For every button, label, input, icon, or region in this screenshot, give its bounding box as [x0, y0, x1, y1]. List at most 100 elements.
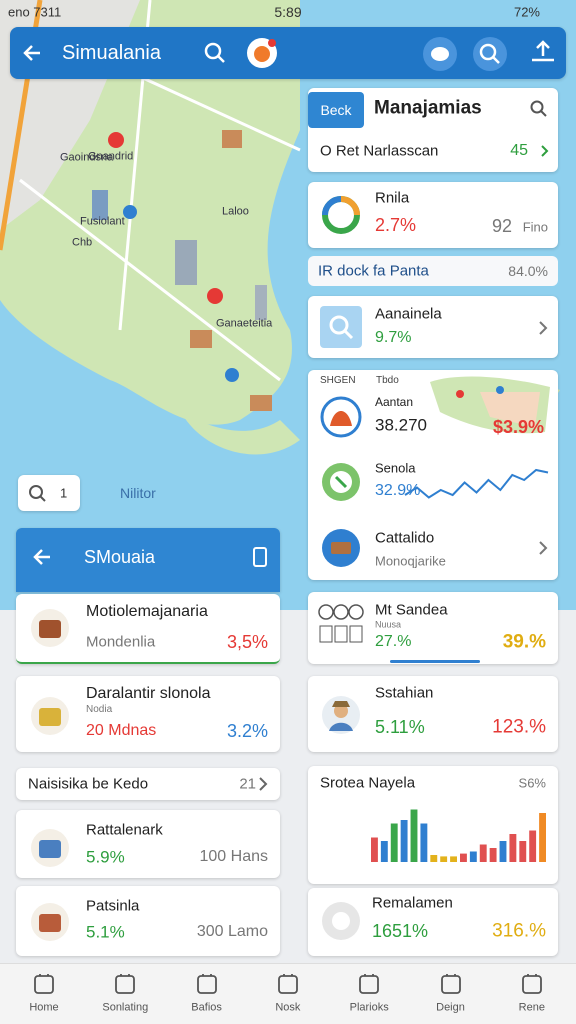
list-card[interactable]: [16, 768, 280, 800]
pin: [108, 132, 124, 148]
status-time: 5:89: [274, 4, 302, 20]
app-title: Simualania: [62, 42, 161, 64]
item-title: Motiolemajanaria: [86, 603, 208, 620]
nav-label[interactable]: Nosk: [275, 1001, 301, 1014]
map-label: Fusiolant: [80, 215, 125, 228]
place-value: 5.9%: [86, 847, 125, 867]
chevron: [541, 145, 549, 157]
nav-icon: [196, 974, 217, 994]
chart-value: S6%: [518, 775, 546, 791]
search-glyph: [29, 485, 46, 502]
nav-icon: [115, 974, 136, 994]
panel-icon: [253, 547, 267, 567]
section-row: [308, 256, 558, 286]
nav-label[interactable]: Plarioks: [349, 1001, 389, 1014]
card-title: Aanainela: [375, 305, 442, 323]
panel-back: [33, 549, 50, 565]
house: [250, 395, 272, 411]
nav-icon: [359, 974, 380, 994]
back-icon: [23, 45, 40, 61]
stat-change: 39.%: [502, 631, 546, 653]
action-icons: [423, 37, 554, 71]
avatar: [247, 38, 277, 68]
row-value: 38.270: [375, 415, 427, 435]
summary-value: 2.7%: [375, 215, 417, 235]
footer-title: Remalamen: [372, 894, 453, 912]
summary-unit: Fino: [522, 219, 548, 235]
item-icon: [31, 609, 69, 647]
stat-value: 27.%: [375, 633, 412, 650]
nav-icon: [521, 974, 542, 994]
search-tile: [320, 306, 362, 348]
search-icon: [204, 42, 225, 63]
status-carrier: eno 7311: [8, 4, 62, 20]
house: [222, 130, 242, 148]
tab[interactable]: [308, 92, 364, 128]
pin: [207, 288, 223, 304]
row-label: Senola: [375, 460, 416, 476]
summary-title: Rnila: [375, 189, 410, 207]
map-search[interactable]: [18, 475, 80, 511]
item-icon: [31, 829, 69, 867]
item-title: Daralantir slonola: [86, 685, 211, 702]
card-value: 9.7%: [375, 329, 412, 346]
row-label: Cattalido: [375, 529, 435, 547]
stat-title: Mt Sandea: [375, 601, 448, 619]
section-title: IR dock fa Panta: [318, 262, 429, 280]
item-value: 3.2%: [226, 721, 268, 741]
mini-map: [430, 376, 550, 434]
pin: [123, 205, 137, 219]
tab-label: Beck: [320, 102, 352, 118]
building: [255, 285, 267, 320]
chevron: [539, 321, 548, 335]
row-subtitle: Monoqjarike: [375, 553, 446, 569]
nav-icon: [277, 974, 298, 994]
row-value: 32.9%: [375, 482, 421, 499]
nav-label[interactable]: Home: [29, 1001, 59, 1014]
footer-change: 316.%: [492, 920, 546, 942]
chevron: [259, 777, 268, 791]
row-icon: [320, 396, 362, 438]
nav-label[interactable]: Deign: [436, 1001, 465, 1014]
donut-icon: [322, 196, 360, 234]
summary-count: 92: [491, 216, 512, 236]
map-label: Gnandrid: [88, 150, 134, 163]
map-label: Gaoindsna: [60, 151, 114, 164]
bar-card[interactable]: [308, 766, 558, 884]
row-icon: [322, 463, 360, 501]
place-detail: 300 Lamo: [196, 923, 268, 940]
section-value: 84.0%: [508, 263, 548, 279]
item-subtitle: 20 Mdnas: [86, 722, 157, 739]
nav-label[interactable]: Bafios: [191, 1001, 222, 1014]
item-value: 3,5%: [226, 632, 268, 652]
search-icon: [530, 100, 547, 117]
row-icon: [322, 529, 360, 567]
row-value: 45: [510, 142, 528, 159]
pin: [225, 368, 239, 382]
stat-change: 123.%: [492, 716, 546, 738]
status-battery: 72%: [513, 4, 540, 20]
section-count: 21: [239, 775, 256, 793]
island: [180, 410, 300, 455]
panel-title: SMouaia: [84, 547, 156, 567]
panel-header: [16, 528, 280, 592]
section-title: Naisisika be Kedo: [28, 775, 149, 793]
nav-icon: [34, 974, 54, 994]
group-label: Tbdo: [376, 375, 399, 386]
progress: [390, 660, 480, 663]
footer-value: 1651%: [372, 921, 429, 941]
nav-label[interactable]: Sonlating: [102, 1001, 149, 1014]
place-value: 5.1%: [86, 922, 125, 942]
summary-card[interactable]: [308, 182, 558, 248]
building: [175, 240, 197, 285]
nav-label[interactable]: Rene: [518, 1001, 545, 1014]
row-label: O Ret Narlasscan: [320, 142, 439, 160]
chart-title: Srotea Nayela: [320, 774, 416, 792]
panel-title: Manajamias: [374, 97, 482, 119]
chevron: [539, 541, 548, 555]
item-subtitle: Mondenlia: [86, 633, 156, 651]
place-title: Rattalenark: [86, 821, 163, 839]
map-label: Ganaeteitia: [216, 317, 273, 330]
